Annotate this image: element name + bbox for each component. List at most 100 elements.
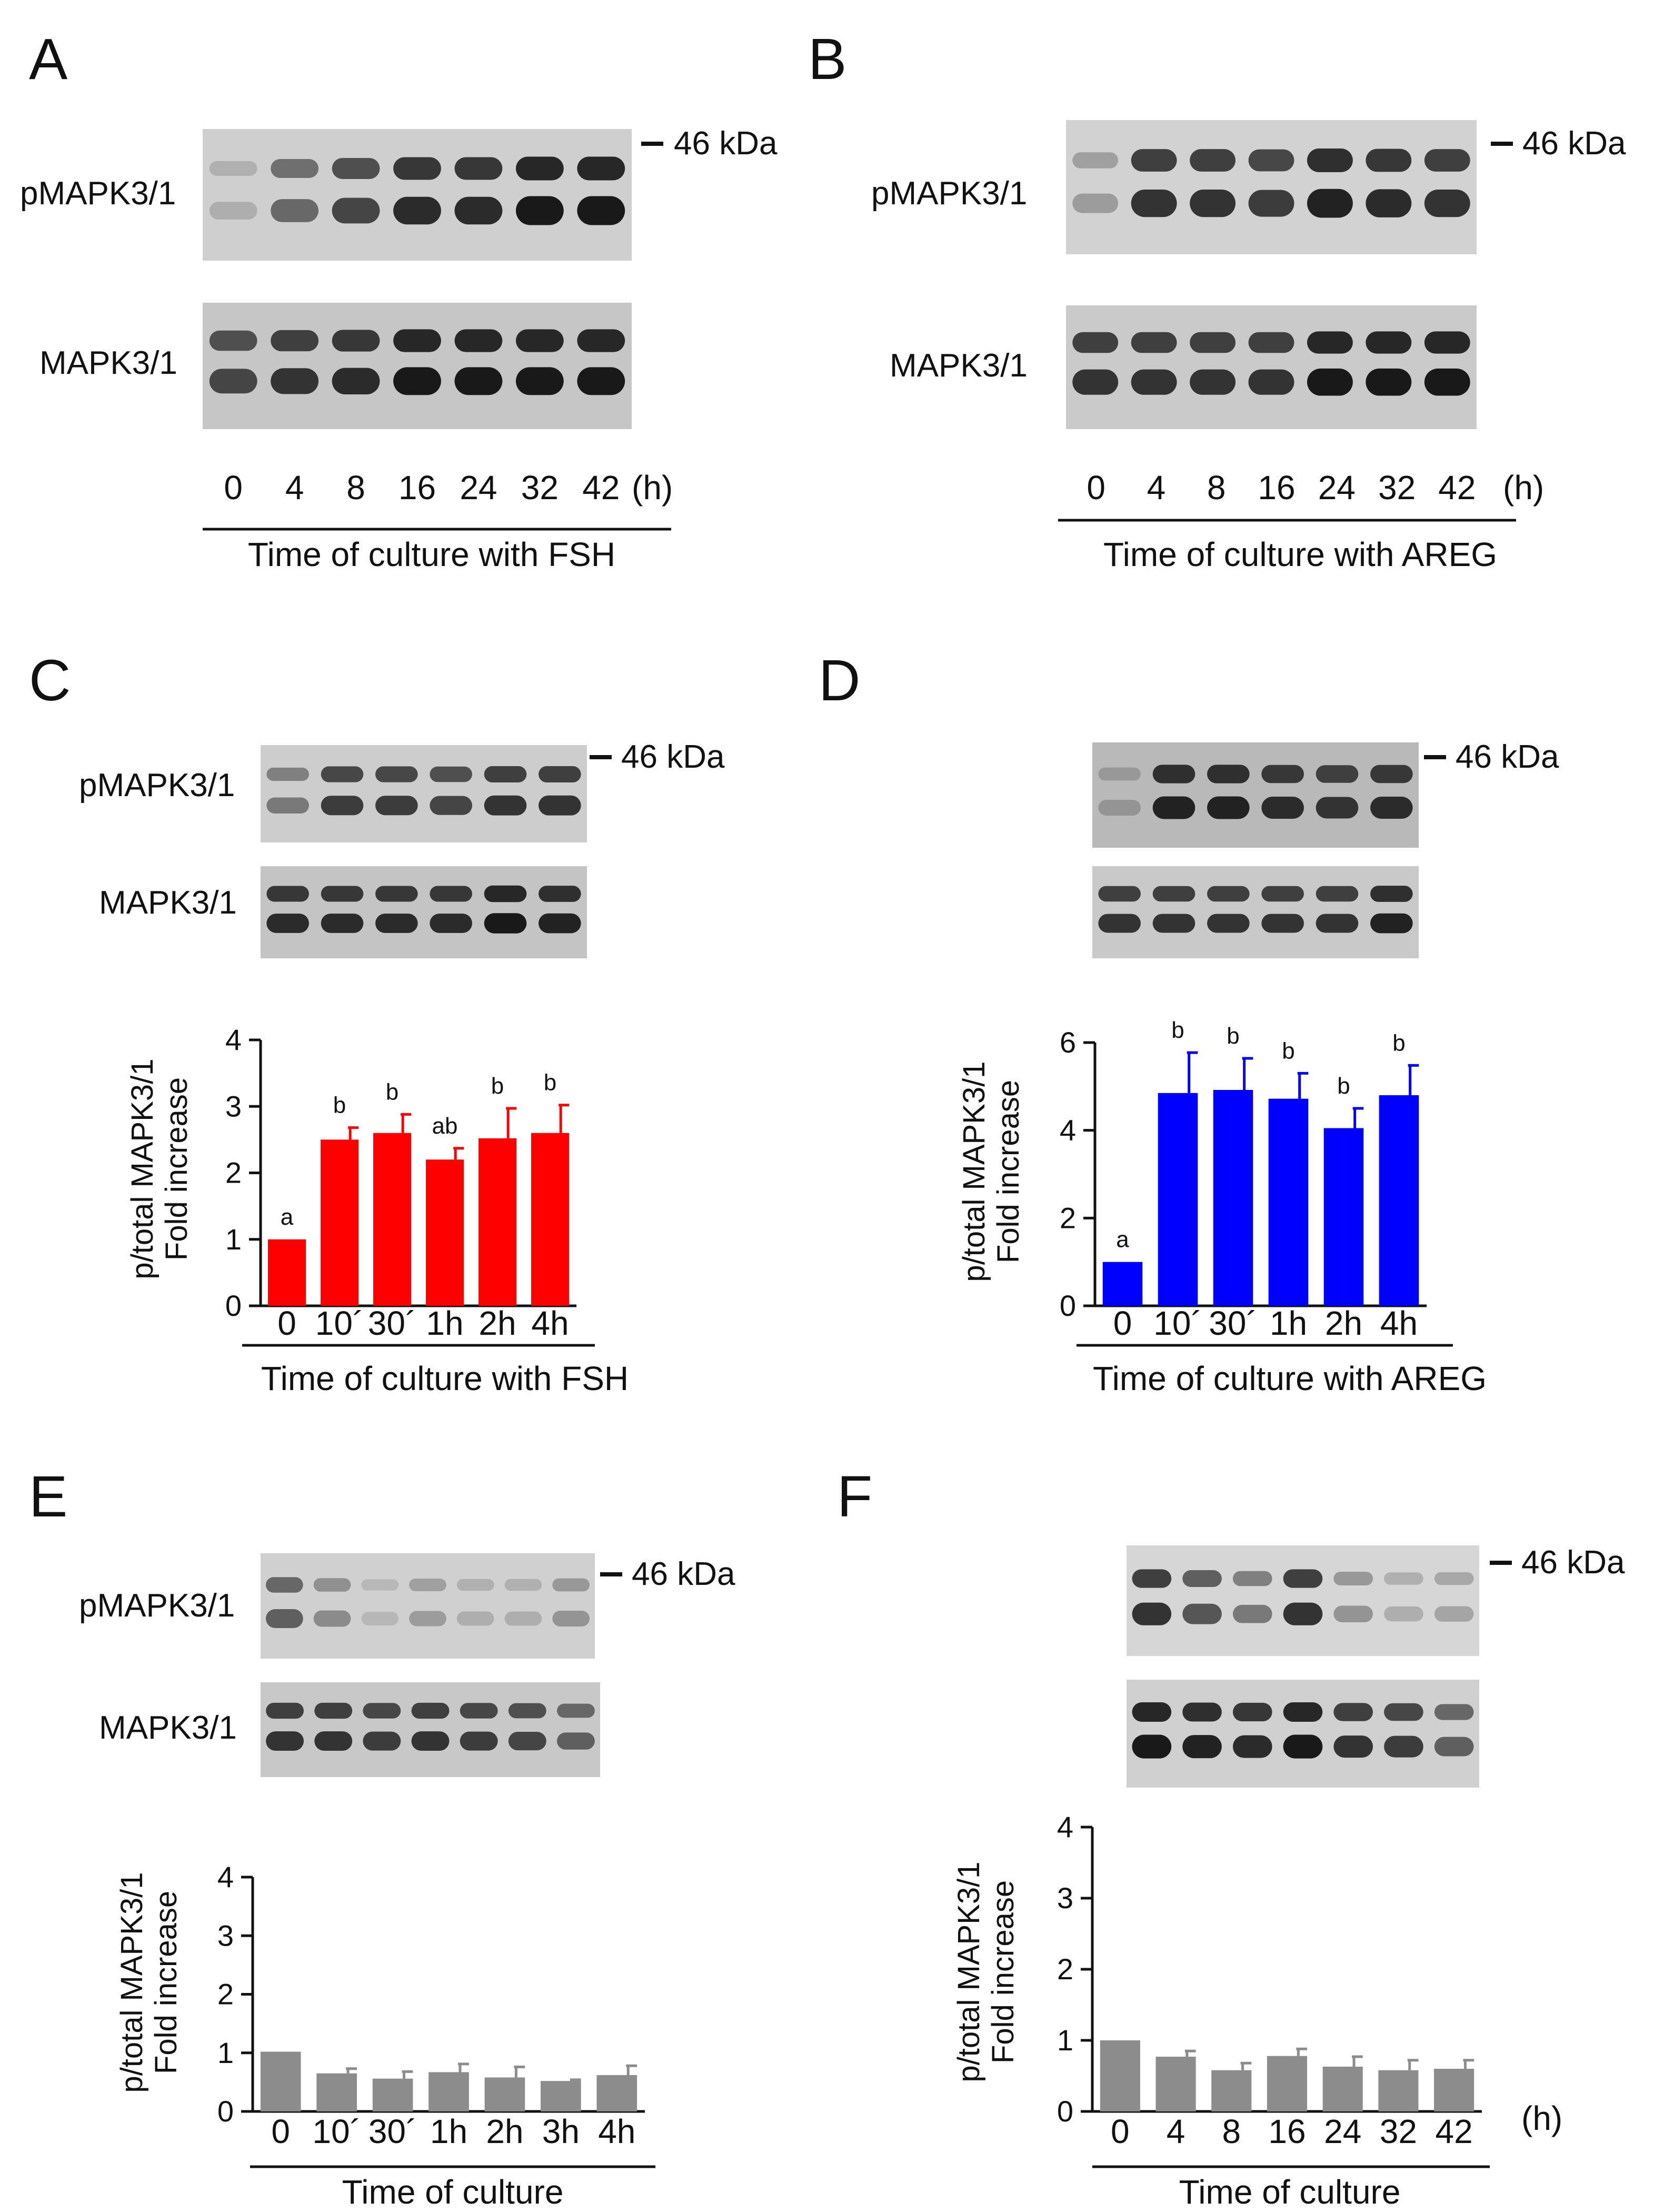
blot-band-lower <box>313 1610 351 1627</box>
significance-label: b <box>1282 1038 1294 1064</box>
blot-membrane <box>261 1553 595 1659</box>
category-label: 30´ <box>368 2112 417 2150</box>
panel-c-ylabel-2: Fold increase <box>160 1077 194 1261</box>
category-label: 16 <box>1268 2112 1306 2150</box>
blot-band-upper <box>393 329 441 352</box>
blot-band-upper <box>1131 332 1177 353</box>
panel-d-blot-phospho <box>1092 742 1419 848</box>
category-label: 8 <box>1222 2112 1241 2150</box>
category-label: 24 <box>1324 2112 1361 2150</box>
lane-label: 8 <box>346 469 365 507</box>
category-label: 0 <box>271 2112 290 2150</box>
panel-c-kda-label: 46 kDa <box>621 739 725 775</box>
blot-band-lower <box>1132 1602 1172 1625</box>
panel-f-axis-title: Time of culture <box>1179 2173 1401 2211</box>
blot-membrane <box>1066 120 1477 254</box>
blot-band-upper <box>1232 1702 1272 1722</box>
blot-band-upper <box>515 156 564 181</box>
panel-c: C pMAPK3/1 MAPK3/1 46 kDa 0 1 2 3 4 a 0 b 10´ b 30… <box>29 648 725 1397</box>
blot-band-lower <box>1207 796 1250 819</box>
y-tick-label: 0 <box>217 2095 234 2128</box>
blot-band-lower <box>321 796 364 816</box>
blot-band-lower <box>1366 189 1412 217</box>
blot-band-upper <box>409 1579 446 1591</box>
blot-band-upper <box>1261 765 1304 783</box>
panel-a-kda-label: 46 kDa <box>674 125 778 162</box>
blot-band-upper <box>332 330 380 352</box>
blot-band-upper <box>266 886 309 902</box>
y-tick-label: 3 <box>1057 1881 1073 1915</box>
panel-letter-f: F <box>837 1464 872 1529</box>
panel-a-unit: (h) <box>632 469 673 507</box>
blot-band-lower <box>539 913 581 934</box>
blot-band-upper <box>539 886 581 902</box>
blot-band-upper <box>1248 332 1294 353</box>
blot-band-lower <box>508 1732 546 1751</box>
blot-band-upper <box>411 1702 450 1719</box>
panel-e-blot-total <box>261 1682 600 1777</box>
blot-band-upper <box>321 766 364 782</box>
y-tick-label: 3 <box>225 1089 242 1123</box>
bar <box>1379 1095 1419 1306</box>
blot-band-lower <box>265 1609 303 1628</box>
blot-band-upper <box>375 886 418 902</box>
blot-band-upper <box>1132 1569 1172 1588</box>
blot-band-lower <box>1307 368 1353 396</box>
category-label: 10´ <box>315 1304 364 1342</box>
blot-band-lower <box>1190 189 1236 217</box>
blot-band-upper <box>1207 886 1250 902</box>
blot-band-upper <box>1384 1572 1423 1585</box>
y-tick-label: 4 <box>225 1023 242 1056</box>
blot-band-lower <box>1333 1735 1373 1758</box>
blot-band-lower <box>454 196 503 225</box>
bar <box>426 1159 464 1306</box>
bar <box>541 2081 581 2111</box>
blot-band-lower <box>552 1611 590 1626</box>
bar <box>429 2072 469 2111</box>
blot-band-lower <box>1424 189 1470 217</box>
significance-label: a <box>1116 1227 1129 1253</box>
lane-label: 24 <box>1318 469 1356 507</box>
panel-e-row2-label: MAPK3/1 <box>99 1710 237 1746</box>
panel-a-lane-labels: 0 4 8 16 24 32 42 <box>224 469 620 507</box>
blot-band-upper <box>1366 331 1412 354</box>
panel-a-axis-title: Time of culture with FSH <box>248 535 615 573</box>
blot-band-lower <box>1182 1603 1222 1624</box>
blot-band-upper <box>508 1703 546 1719</box>
blot-band-lower <box>393 367 441 395</box>
blot-band-lower <box>1434 1606 1474 1622</box>
bar <box>260 2051 301 2111</box>
blot-band-upper <box>1248 149 1294 172</box>
blot-band-lower <box>515 196 564 225</box>
blot-band-upper <box>1370 886 1413 902</box>
blot-band-lower <box>1261 797 1304 819</box>
blot-band-upper <box>484 766 527 783</box>
blot-band-upper <box>314 1702 353 1719</box>
blot-band-lower <box>332 197 380 224</box>
bar <box>484 2077 525 2111</box>
bar <box>1267 2056 1308 2111</box>
y-tick-label: 0 <box>1057 2095 1073 2128</box>
category-label: 4h <box>598 2112 635 2150</box>
blot-band-lower <box>1333 1605 1373 1622</box>
blot-band-lower <box>266 914 309 933</box>
panel-e-row1-label: pMAPK3/1 <box>79 1588 235 1624</box>
y-tick-label: 1 <box>225 1223 242 1256</box>
blot-band-lower <box>456 1611 494 1626</box>
blot-band-upper <box>209 161 257 176</box>
y-tick-label: 0 <box>1060 1289 1076 1322</box>
category-label: 10´ <box>1153 1304 1202 1342</box>
blot-band-upper <box>361 1579 399 1591</box>
blot-band-upper <box>332 158 380 179</box>
blot-band-upper <box>515 329 564 352</box>
blot-band-lower <box>266 1731 304 1751</box>
blot-band-upper <box>313 1578 351 1592</box>
panel-d-bar-chart: 0 2 4 6 a 0 b 10´ b 30´ b 1h b 2h b 4h <box>1060 1017 1427 1342</box>
blot-band-upper <box>556 1703 595 1718</box>
blot-band-lower <box>1190 369 1236 395</box>
y-tick-label: 2 <box>1060 1201 1076 1234</box>
panel-d-ylabel-2: Fold increase <box>991 1080 1025 1263</box>
panel-c-row2-label: MAPK3/1 <box>99 885 237 921</box>
